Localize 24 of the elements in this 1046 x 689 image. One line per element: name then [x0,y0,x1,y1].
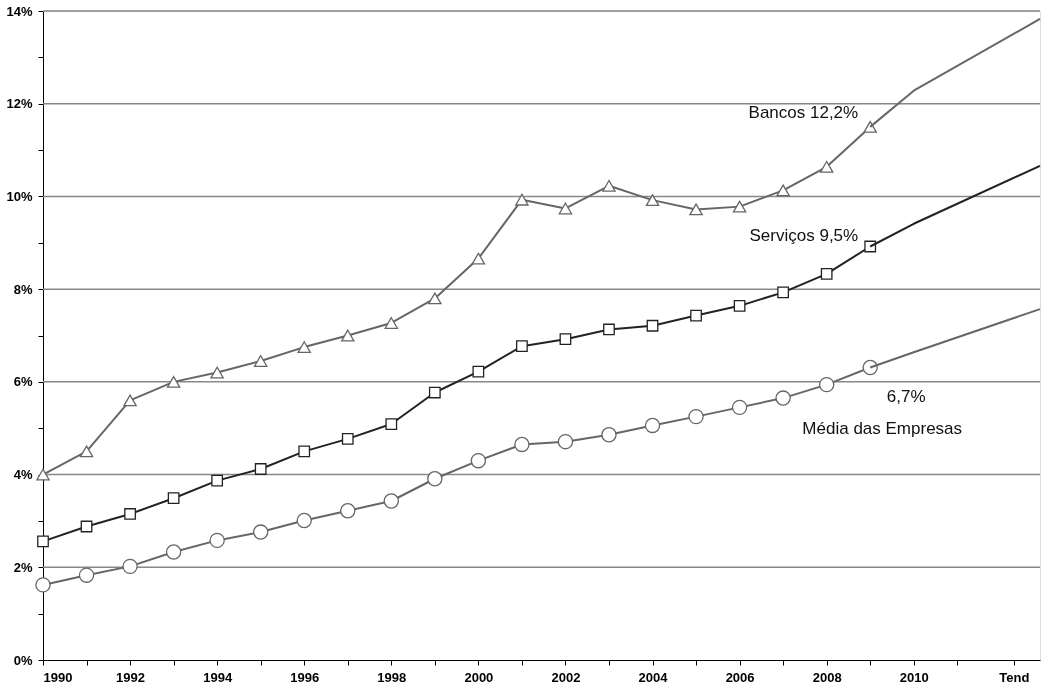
x-tick-label: 1990 [43,669,73,685]
y-tick-label: 10% [6,188,33,204]
x-tick-label: 2004 [638,669,669,685]
y-tick-label: 0% [13,652,33,668]
x-tick-label: 1992 [116,669,146,685]
x-tick-label: 2010 [899,669,929,685]
y-tick-label: 4% [13,467,33,483]
x-tick-label: Tend [999,669,1030,685]
annotation: 6,7% [886,387,926,407]
series-label: Média das Empresas [802,419,963,439]
x-tick-label: 2008 [812,669,842,685]
x-tick-label: 1994 [203,669,233,685]
x-tick-label: 2000 [464,669,494,685]
y-tick-label: 2% [13,559,33,575]
y-tick-label: 6% [13,374,33,390]
x-tick-label: 2006 [725,669,755,685]
series-label: Serviços 9,5% [749,226,859,246]
x-tick-label: 1998 [377,669,407,685]
series-label: Bancos 12,2% [748,102,859,122]
y-tick-label: 8% [13,281,33,297]
x-tick-label: 1996 [290,669,320,685]
y-tick-label: 12% [6,96,33,112]
y-tick-label: 14% [6,3,33,19]
x-tick-label: 2002 [551,669,581,685]
